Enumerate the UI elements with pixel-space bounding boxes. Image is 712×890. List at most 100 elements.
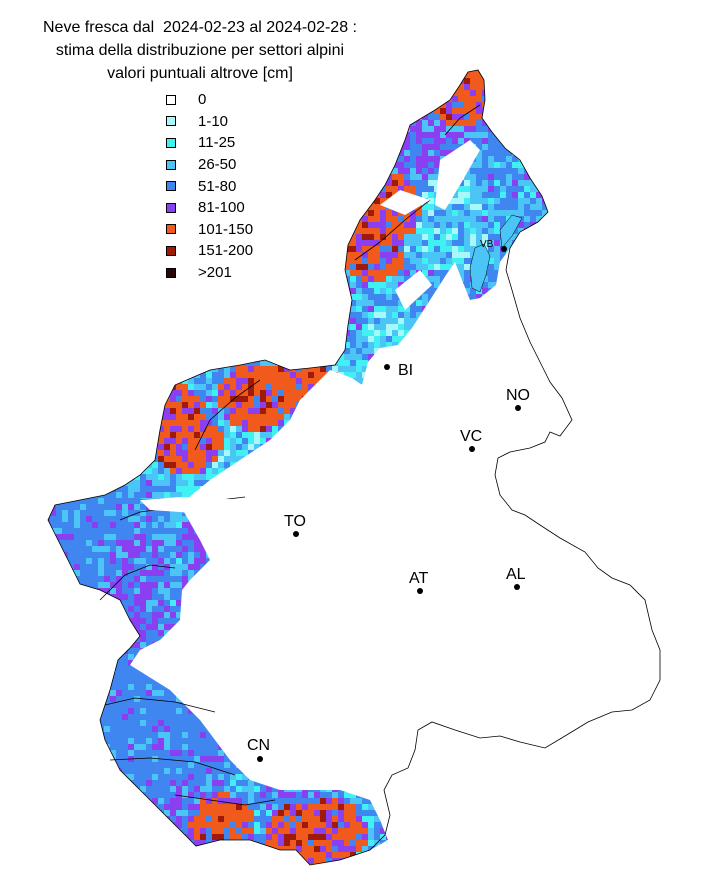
snow-cell — [416, 240, 422, 246]
snow-cell — [86, 234, 92, 240]
snow-cell — [464, 366, 470, 372]
snow-cell — [134, 276, 140, 282]
snow-cell — [278, 270, 284, 276]
snow-cell — [134, 246, 140, 252]
snow-cell — [464, 84, 470, 90]
snow-cell — [188, 84, 194, 90]
snow-cell — [62, 144, 68, 150]
snow-cell — [440, 210, 446, 216]
snow-cell — [224, 324, 230, 330]
snow-cell — [302, 354, 308, 360]
snow-cell — [212, 276, 218, 282]
snow-cell — [134, 342, 140, 348]
snow-cell — [254, 90, 260, 96]
snow-cell — [260, 72, 266, 78]
snow-cell — [48, 210, 50, 216]
snow-cell — [248, 324, 254, 330]
snow-cell — [332, 144, 338, 150]
snow-cell — [530, 162, 536, 168]
snow-cell — [356, 186, 362, 192]
snow-cell — [62, 294, 68, 300]
snow-cell — [398, 312, 404, 318]
snow-cell — [446, 348, 452, 354]
snow-cell — [92, 84, 98, 90]
snow-cell — [128, 312, 134, 318]
snow-cell — [428, 186, 434, 192]
snow-cell — [302, 150, 308, 156]
snow-cell — [110, 408, 116, 414]
snow-cell — [122, 70, 128, 72]
snow-cell — [182, 276, 188, 282]
snow-cell — [176, 186, 182, 192]
snow-cell — [56, 156, 62, 162]
snow-cell — [518, 96, 524, 102]
snow-cell — [266, 114, 272, 120]
snow-cell — [98, 396, 104, 402]
snow-cell — [542, 312, 548, 318]
snow-cell — [266, 318, 272, 324]
snow-cell — [194, 180, 200, 186]
snow-cell — [116, 378, 122, 384]
snow-cell — [266, 240, 272, 246]
snow-cell — [434, 366, 440, 372]
snow-cell — [320, 156, 326, 162]
snow-cell — [350, 132, 356, 138]
snow-cell — [314, 120, 320, 126]
snow-cell — [548, 204, 554, 210]
snow-cell — [512, 90, 518, 96]
snow-cell — [260, 240, 266, 246]
snow-cell — [242, 234, 248, 240]
snow-cell — [416, 234, 422, 240]
snow-cell — [152, 300, 158, 306]
snow-cell — [392, 342, 398, 348]
snow-cell — [122, 264, 128, 270]
snow-cell — [554, 402, 560, 408]
snow-cell — [410, 270, 416, 276]
snow-cell — [254, 270, 260, 276]
snow-cell — [458, 378, 464, 384]
snow-cell — [356, 114, 362, 120]
snow-cell — [140, 186, 146, 192]
snow-cell — [470, 210, 476, 216]
snow-cell — [314, 300, 320, 306]
snow-cell — [182, 162, 188, 168]
snow-cell — [290, 306, 296, 312]
snow-cell — [284, 246, 290, 252]
snow-cell — [200, 174, 206, 180]
snow-cell — [236, 150, 242, 156]
snow-cell — [332, 234, 338, 240]
snow-cell — [506, 342, 512, 348]
snow-cell — [386, 84, 392, 90]
snow-cell — [200, 306, 206, 312]
snow-cell — [500, 108, 506, 114]
snow-cell — [74, 294, 80, 300]
snow-cell — [350, 204, 356, 210]
snow-cell — [398, 282, 404, 288]
snow-cell — [326, 288, 332, 294]
snow-cell — [488, 252, 494, 258]
snow-cell — [158, 246, 164, 252]
snow-cell — [548, 354, 554, 360]
snow-cell — [344, 186, 350, 192]
snow-cell — [116, 186, 122, 192]
snow-cell — [554, 342, 560, 348]
snow-cell — [80, 390, 86, 396]
snow-cell — [212, 336, 218, 342]
snow-cell — [284, 174, 290, 180]
snow-cell — [344, 228, 350, 234]
snow-cell — [68, 222, 74, 228]
snow-cell — [422, 222, 428, 228]
snow-cell — [188, 72, 194, 78]
snow-cell — [356, 264, 362, 270]
snow-cell — [524, 300, 530, 306]
snow-cell — [386, 180, 392, 186]
snow-cell — [48, 270, 50, 276]
snow-cell — [212, 120, 218, 126]
snow-cell — [134, 228, 140, 234]
snow-cell — [128, 324, 134, 330]
snow-cell — [158, 204, 164, 210]
snow-cell — [158, 114, 164, 120]
snow-cell — [464, 354, 470, 360]
snow-cell — [158, 120, 164, 126]
snow-cell — [524, 114, 530, 120]
